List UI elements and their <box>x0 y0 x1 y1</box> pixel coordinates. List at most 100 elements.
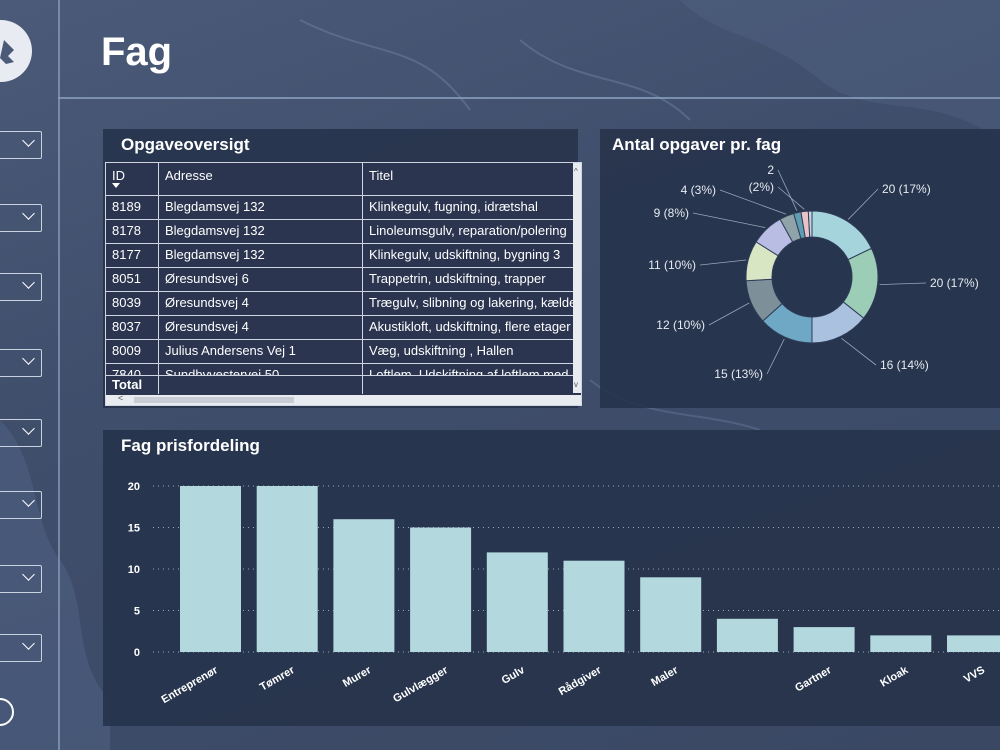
donut-data-label: 9 (8%) <box>654 206 689 220</box>
vertical-scrollbar[interactable]: ^ v <box>573 163 581 393</box>
cell-adresse: Øresundsvej 4 <box>158 292 362 315</box>
chevron-down-icon <box>22 352 35 365</box>
donut-slice[interactable] <box>807 210 813 238</box>
task-table: ID Adresse Titel 8189 Blegdamsvej 132 Klin… <box>105 162 582 406</box>
donut-leader-line <box>692 212 766 228</box>
x-tick-label: Gartner <box>793 664 834 695</box>
x-tick-label: Maler <box>649 664 681 689</box>
cell-id: 8009 <box>112 343 141 358</box>
chevron-down-icon <box>22 422 35 435</box>
donut-data-label: 2 <box>767 163 774 177</box>
cell-titel: Akustikloft, udskiftning, flere etager <box>362 316 573 339</box>
donut-data-label: 12 (10%) <box>656 318 705 332</box>
bar[interactable] <box>640 577 702 652</box>
chevron-down-icon <box>22 276 35 289</box>
horizontal-scrollbar[interactable]: < <box>106 393 581 405</box>
y-tick-label: 10 <box>128 564 140 576</box>
bar[interactable] <box>716 618 778 652</box>
cell-id: 8177 <box>112 247 141 262</box>
bar[interactable] <box>486 552 548 652</box>
chevron-down-icon <box>22 207 35 220</box>
bar[interactable] <box>180 486 241 652</box>
donut-chart: 20 (17%) 20 (17%) 16 (14%) 15 (13%) 12 (10%)… <box>648 163 979 381</box>
sidebar-divider <box>58 0 60 750</box>
table-row[interactable]: 8051 Øresundsvej 6 Trappetrin, udskiftning… <box>106 267 573 291</box>
table-row[interactable]: 8037 Øresundsvej 4 Akustikloft, udskiftnin… <box>106 315 573 339</box>
bar-panel-title: Fag prisfordeling <box>121 436 260 455</box>
cell-adresse: Blegdamsvej 132 <box>158 244 362 267</box>
donut-data-label: 11 (10%) <box>648 258 696 272</box>
scroll-left-icon[interactable]: < <box>118 393 124 403</box>
scroll-down-icon[interactable]: v <box>574 380 578 389</box>
donut-leader-line <box>719 189 787 215</box>
table-row[interactable]: 8039 Øresundsvej 4 Trægulv, slibning og la… <box>106 291 573 315</box>
column-header-adresse[interactable]: Adresse <box>158 163 362 195</box>
x-tick-label: Murer <box>341 664 374 690</box>
total-cell-titel <box>362 376 573 394</box>
bar[interactable] <box>563 560 625 652</box>
x-tick-label: Rådgiver <box>557 664 604 698</box>
cell-id: 8051 <box>112 271 141 286</box>
y-tick-label: 15 <box>128 523 140 535</box>
donut-panel-title: Antal opgaver pr. fag <box>612 135 782 154</box>
scroll-thumb[interactable] <box>134 397 294 403</box>
donut-leader-line <box>841 337 877 366</box>
filter-dropdown-8[interactable] <box>0 634 42 662</box>
chevron-down-icon <box>22 637 35 650</box>
x-tick-label: Kloak <box>878 664 911 690</box>
donut-leader-line <box>766 338 785 375</box>
x-tick-label: Gulvlægger <box>391 664 451 705</box>
chevron-down-icon <box>22 134 35 147</box>
filter-dropdown-3[interactable] <box>0 273 42 301</box>
cell-id: 8178 <box>112 223 141 238</box>
donut-leader-line <box>847 188 879 220</box>
page-title: Fag <box>101 30 173 74</box>
donut-leader-line <box>777 169 798 211</box>
table-row[interactable]: 8178 Blegdamsvej 132 Linoleumsgulv, repara… <box>106 219 573 243</box>
filter-dropdown-5[interactable] <box>0 419 42 447</box>
table-row[interactable]: 8177 Blegdamsvej 132 Klinkegulv, udskiftni… <box>106 243 573 267</box>
table-row[interactable]: 8189 Blegdamsvej 132 Klinkegulv, fugning, … <box>106 195 573 219</box>
bar[interactable] <box>947 635 1000 652</box>
filter-dropdown-6[interactable] <box>0 491 42 519</box>
filter-dropdown-2[interactable] <box>0 204 42 232</box>
y-tick-label: 0 <box>134 647 140 659</box>
cell-adresse: Julius Andersens Vej 1 <box>158 340 362 363</box>
bar[interactable] <box>410 527 472 653</box>
cell-id: 8189 <box>112 199 141 214</box>
scroll-up-icon[interactable]: ^ <box>574 167 578 176</box>
bar[interactable] <box>793 627 855 652</box>
column-header-id-label: ID <box>112 168 125 183</box>
filter-dropdown-1[interactable] <box>0 131 42 159</box>
cell-titel: Klinkegulv, udskiftning, bygning 3 <box>362 244 573 267</box>
cell-id: 8037 <box>112 319 141 334</box>
donut-data-label: (2%) <box>749 180 774 194</box>
logo-icon <box>0 20 32 82</box>
cell-titel: Trappetrin, udskiftning, trapper <box>362 268 573 291</box>
y-tick-label: 20 <box>128 481 140 493</box>
donut-leader-line <box>708 302 750 326</box>
x-tick-label: Entreprenør <box>159 664 220 706</box>
filter-dropdown-4[interactable] <box>0 349 42 377</box>
filter-dropdown-7[interactable] <box>0 565 42 593</box>
column-header-titel[interactable]: Titel <box>362 163 573 195</box>
x-tick-label: Gulv <box>500 664 528 687</box>
bar[interactable] <box>256 486 318 652</box>
table-body: 8189 Blegdamsvej 132 Klinkegulv, fugning, … <box>106 195 573 385</box>
cell-id: 8039 <box>112 295 141 310</box>
x-tick-label: Tømrer <box>258 664 297 694</box>
bar[interactable] <box>333 519 395 652</box>
header-divider <box>58 97 1000 99</box>
cell-adresse: Blegdamsvej 132 <box>158 220 362 243</box>
bar[interactable] <box>870 635 932 652</box>
cell-adresse: Øresundsvej 6 <box>158 268 362 291</box>
column-header-id[interactable]: ID <box>106 163 158 195</box>
table-total-row: Total <box>106 375 573 394</box>
donut-data-label: 20 (17%) <box>882 182 931 196</box>
sort-desc-icon <box>112 183 120 188</box>
table-row[interactable]: 8009 Julius Andersens Vej 1 Væg, udskiftni… <box>106 339 573 363</box>
cell-titel: Væg, udskiftning , Hallen <box>362 340 573 363</box>
donut-leader-line <box>879 282 927 286</box>
table-header: ID Adresse Titel <box>106 163 581 195</box>
